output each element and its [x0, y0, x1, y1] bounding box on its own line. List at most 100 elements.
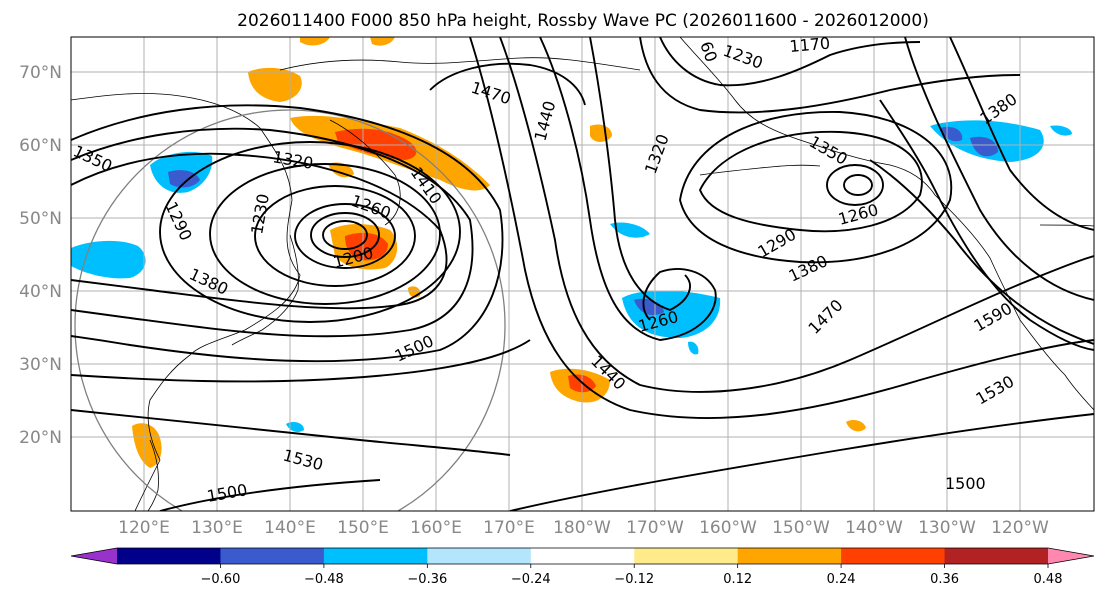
colorbar-extend-low [71, 548, 117, 564]
lon-label: 170°E [483, 518, 535, 538]
map-panel [70, 36, 1095, 512]
colorbar-tick-label: 0.48 [1034, 572, 1063, 587]
shade-negative-small1 [610, 222, 650, 238]
shade-negative-asia-core [168, 170, 200, 188]
contour-ridge-2 [904, 37, 1094, 301]
lat-label: 20°N [19, 428, 62, 448]
colorbar-tick-label: 0.12 [723, 572, 752, 587]
pc-shading [71, 37, 1072, 468]
colorbar-tick-label: −0.60 [201, 572, 241, 587]
colorbar-segment [530, 548, 635, 564]
contour-low-6 [159, 141, 461, 323]
map-title: 2026011400 F000 850 hPa height, Rossby W… [237, 11, 929, 31]
lon-label: 120°E [118, 518, 170, 538]
contour-north-3 [429, 62, 586, 106]
colorbar-tick-label: −0.12 [614, 572, 654, 587]
coast-aleutians [699, 164, 821, 176]
lon-label: 180°W [553, 518, 611, 538]
shade-positive-okhotsk [248, 67, 302, 102]
contour-low-1 [322, 220, 368, 250]
contour-ridge-4 [949, 37, 1094, 231]
contour-trough-4 [469, 37, 1094, 420]
lon-label: 130°W [918, 518, 976, 538]
contour-trough-1 [539, 37, 717, 341]
longitude-labels: 120°E 130°E 140°E 150°E 160°E 170°E 180°… [118, 518, 1049, 538]
contour-gulf-3 [698, 130, 923, 233]
contour-gulf-4 [679, 111, 953, 264]
lat-label: 70°N [19, 63, 62, 83]
coast-na-west [934, 194, 1094, 411]
contour-west-1 [71, 152, 448, 310]
lon-label: 170°W [626, 518, 684, 538]
shade-negative-west [71, 240, 146, 279]
contour-low-4 [254, 185, 416, 287]
shade-positive-north2 [300, 37, 330, 46]
contour-north-2 [639, 37, 1021, 114]
lat-label: 30°N [19, 355, 62, 375]
colorbar-extend-high [1048, 548, 1094, 564]
contour-west-6 [159, 479, 381, 511]
lat-label: 50°N [19, 209, 62, 229]
contour-gulf-1 [843, 174, 873, 196]
coast-philippines [147, 439, 159, 511]
lon-label: 140°E [264, 518, 316, 538]
contour-gulf-2 [826, 164, 884, 206]
shade-positive-small2 [846, 420, 866, 432]
coastlines [71, 37, 1094, 511]
lat-label: 40°N [19, 282, 62, 302]
shade-negative-small3 [1050, 125, 1072, 136]
contour-label: 1170 [789, 34, 831, 56]
colorbar: −0.60 −0.48 −0.36 −0.24 −0.12 0.12 0.24 0.36 0.4… [70, 547, 1095, 587]
colorbar-segment [323, 548, 428, 564]
contour-west-4 [71, 339, 531, 383]
colorbar-segment [117, 548, 221, 564]
lon-label: 160°W [699, 518, 757, 538]
colorbar-segment [737, 548, 842, 564]
height-contours [71, 37, 1094, 511]
latitude-labels: 70°N 60°N 50°N 40°N 30°N 20°N [19, 63, 62, 448]
colorbar-outline [70, 547, 1095, 565]
coast-asia [71, 93, 301, 511]
colorbar-tick-label: −0.36 [407, 572, 447, 587]
contour-low-2 [310, 212, 380, 258]
colorbar-segment [841, 548, 946, 564]
coast-siberia [279, 57, 641, 71]
contour-west-5 [71, 409, 511, 456]
colorbar-segment [634, 548, 739, 564]
contour-west-2 [71, 127, 474, 338]
contour-labels: 1470 1440 1320 1410 1260 1200 1230 1290 … [70, 34, 1020, 506]
contour-ridge-1 [879, 99, 1094, 351]
colorbar-tick-label: 0.24 [827, 572, 856, 587]
contour-low-3 [294, 203, 396, 269]
contour-low-5 [209, 163, 441, 305]
colorbar-segment [427, 548, 532, 564]
colorbar-tick-label: 0.36 [930, 572, 959, 587]
reference-circle [74, 109, 506, 511]
lon-label: 120°W [991, 518, 1049, 538]
contour-north-1 [659, 37, 921, 87]
colorbar-segment [944, 548, 1049, 564]
contour-west-3 [71, 104, 504, 363]
coast-alaska [679, 37, 936, 196]
colorbar-segment [220, 548, 325, 564]
shade-positive-low-core [345, 232, 388, 261]
colorbar-tick-label: −0.24 [511, 572, 551, 587]
shade-positive-philippine [132, 423, 162, 468]
contour-ridge-3 [869, 159, 1094, 345]
shade-negative-alaska-core2 [940, 126, 963, 142]
coast-na-border [1039, 224, 1094, 227]
lon-label: 130°E [191, 518, 243, 538]
lon-label: 150°E [337, 518, 389, 538]
contour-trough-3 [499, 37, 1094, 393]
contour-trough-5 [509, 413, 1094, 511]
colorbar-tick-label: −0.48 [304, 572, 344, 587]
map-gridlines [71, 37, 1094, 511]
lon-label: 160°E [410, 518, 462, 538]
contour-label: 1500 [945, 474, 986, 493]
contour-trough-2 [589, 37, 691, 312]
lat-label: 60°N [19, 136, 62, 156]
coast-kamchatka [329, 119, 401, 226]
coast-japan [231, 234, 299, 346]
shade-negative-small4 [688, 341, 699, 355]
shade-positive-north [370, 37, 395, 46]
